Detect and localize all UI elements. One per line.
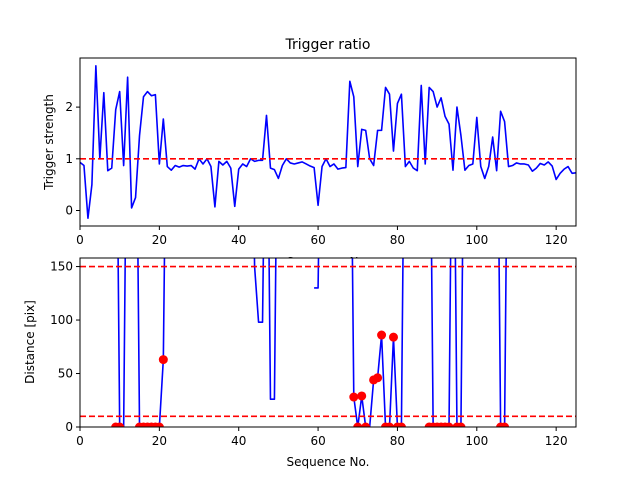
trigger-ratio-y-axis-label: Trigger strength	[42, 94, 56, 191]
distance-marker-point	[377, 330, 387, 340]
distance-marker-point	[500, 422, 510, 427]
trigger-ratio-series-line	[80, 64, 576, 220]
distance-x-axis-label: Sequence No.	[287, 455, 370, 469]
distance-y-tick-label: 100	[50, 313, 73, 327]
trigger-ratio-x-tick-label: 60	[310, 233, 325, 247]
distance-marker-point	[158, 355, 168, 365]
distance-axes-frame	[79, 257, 577, 428]
distance-marker-point	[357, 391, 367, 401]
distance-ticks: 0 20 40 60 80 100 120 0 50 100 150	[50, 260, 568, 448]
trigger-ratio-title: Trigger ratio	[284, 37, 370, 53]
distance-x-tick-label: 100	[465, 434, 488, 448]
trigger-ratio-axes-frame	[79, 57, 577, 227]
distance-marker-point	[396, 422, 406, 427]
distance-marker-point	[373, 373, 383, 383]
trigger-ratio-ticks: 0 20 40 60 80 100 120 0 1 2	[65, 100, 567, 247]
distance-marker-point	[385, 422, 395, 427]
distance-plot-background	[80, 258, 576, 427]
distance-x-tick-label: 60	[310, 434, 325, 448]
distance-series-segment-3	[314, 258, 320, 289]
distance-series-segment-2	[253, 258, 277, 400]
distance-x-tick-label: 80	[390, 434, 405, 448]
distance-y-axis-label: Distance [pix]	[23, 300, 37, 384]
trigger-ratio-x-tick-label: 0	[76, 233, 84, 247]
trigger-ratio-y-tick-label: 1	[65, 152, 73, 166]
distance-marker-point	[353, 422, 363, 427]
trigger-ratio-x-tick-label: 20	[152, 233, 167, 247]
distance-x-tick-label: 120	[545, 434, 568, 448]
distance-marker-point	[115, 422, 125, 427]
distance-series-segment-1	[137, 258, 166, 427]
trigger-ratio-clipped-marks	[80, 64, 576, 220]
distance-marker-point	[154, 422, 164, 427]
trigger-ratio-x-tick-label: 100	[465, 233, 488, 247]
distance-x-tick-label: 20	[152, 434, 167, 448]
distance-y-tick-label: 0	[65, 420, 73, 434]
distance-clipped-marks	[80, 258, 576, 427]
distance-y-tick-label: 150	[50, 260, 73, 274]
trigger-ratio-plot-area	[80, 64, 576, 220]
distance-x-tick-label: 0	[76, 434, 84, 448]
distance-marker-point	[444, 422, 454, 427]
distance-marker-point	[388, 332, 398, 342]
trigger-ratio-x-tick-label: 80	[390, 233, 405, 247]
trigger-ratio-y-tick-label: 2	[65, 100, 73, 114]
distance-marker-point	[361, 422, 371, 427]
trigger-ratio-x-tick-label: 40	[231, 233, 246, 247]
distance-series-segment-5	[430, 258, 464, 427]
distance-marker-point	[456, 422, 466, 427]
distance-plot: 0 20 40 60 80 100 120 0 50 100 150 Sequence No. Di…	[23, 257, 577, 469]
distance-marker-point	[349, 392, 359, 402]
distance-y-tick-label: 50	[58, 367, 73, 381]
distance-plot-area	[80, 258, 576, 427]
distance-x-tick-label: 40	[231, 434, 246, 448]
trigger-ratio-x-tick-label: 120	[545, 233, 568, 247]
trigger-ratio-y-tick-label: 0	[65, 203, 73, 217]
